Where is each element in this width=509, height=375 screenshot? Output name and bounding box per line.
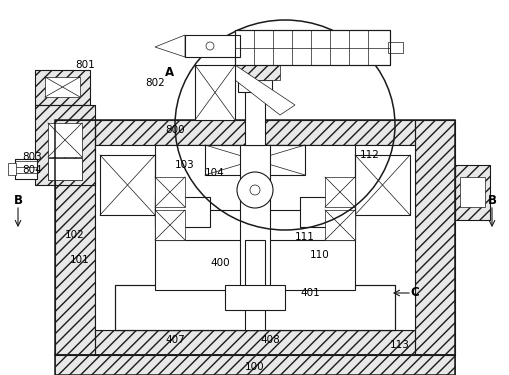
Circle shape <box>206 42 214 50</box>
Bar <box>55 120 95 355</box>
Bar <box>414 120 454 355</box>
Bar <box>344 285 394 330</box>
Text: B: B <box>13 194 22 207</box>
Bar <box>194 65 235 120</box>
Bar <box>301 199 352 225</box>
Bar <box>95 120 414 145</box>
Bar <box>235 65 279 80</box>
Bar <box>299 197 354 227</box>
Bar <box>55 355 454 375</box>
Bar <box>48 158 82 180</box>
Text: 103: 103 <box>175 160 194 170</box>
Bar <box>15 159 37 179</box>
Bar <box>35 105 95 185</box>
Text: 101: 101 <box>70 255 90 265</box>
Text: 408: 408 <box>260 335 279 345</box>
Polygon shape <box>235 65 294 115</box>
Text: 400: 400 <box>210 258 230 268</box>
Text: 111: 111 <box>295 232 315 242</box>
Bar <box>235 30 389 65</box>
Text: 803: 803 <box>22 152 42 162</box>
Bar <box>115 285 394 330</box>
Circle shape <box>237 172 272 208</box>
Bar <box>48 123 82 157</box>
Bar <box>100 155 155 215</box>
Text: 104: 104 <box>205 168 224 178</box>
Bar <box>205 145 304 175</box>
Bar <box>235 30 389 65</box>
Text: 801: 801 <box>75 60 95 70</box>
Bar <box>115 285 165 330</box>
Bar <box>224 285 285 310</box>
Bar <box>354 155 409 215</box>
Bar <box>205 145 304 175</box>
Bar <box>100 155 155 215</box>
Text: A: A <box>165 66 174 80</box>
Bar <box>155 177 185 207</box>
Bar <box>155 145 354 290</box>
Text: 804: 804 <box>22 165 42 175</box>
Bar <box>354 155 409 215</box>
Bar <box>454 165 489 220</box>
Bar <box>55 355 454 375</box>
Bar <box>100 155 155 215</box>
Bar <box>155 197 210 227</box>
Text: 110: 110 <box>309 250 329 260</box>
Text: 100: 100 <box>245 362 264 372</box>
Circle shape <box>249 185 260 195</box>
Bar <box>55 120 454 355</box>
Bar <box>155 197 210 227</box>
Bar <box>238 80 271 92</box>
Polygon shape <box>155 35 185 57</box>
Bar <box>35 70 90 105</box>
Text: 407: 407 <box>165 335 185 345</box>
Text: 401: 401 <box>299 288 319 298</box>
Bar <box>8 163 16 175</box>
Bar <box>155 210 185 240</box>
Text: 802: 802 <box>145 78 164 88</box>
Bar <box>185 35 240 57</box>
Bar <box>237 32 387 63</box>
Bar <box>414 120 454 355</box>
Text: 112: 112 <box>359 150 379 160</box>
Bar <box>205 145 304 175</box>
Bar <box>454 165 489 220</box>
Bar <box>45 77 80 97</box>
Text: 113: 113 <box>389 340 409 350</box>
Text: 800: 800 <box>165 125 184 135</box>
Bar <box>157 199 208 225</box>
Bar <box>35 105 95 185</box>
Bar <box>35 70 90 105</box>
Bar <box>95 145 414 330</box>
Bar <box>240 145 269 290</box>
Bar <box>155 210 354 240</box>
Bar <box>387 42 402 53</box>
Bar <box>95 120 414 145</box>
Bar <box>324 210 354 240</box>
Bar <box>324 177 354 207</box>
Bar <box>354 155 409 215</box>
Bar <box>95 330 414 355</box>
Text: B: B <box>487 194 496 207</box>
Text: C: C <box>410 286 418 300</box>
Bar <box>299 197 354 227</box>
Bar <box>459 177 484 207</box>
Bar <box>48 158 82 180</box>
Bar <box>115 285 394 330</box>
Bar <box>244 240 265 330</box>
Bar <box>95 330 414 355</box>
Bar <box>55 120 95 355</box>
Text: 102: 102 <box>65 230 84 240</box>
Bar <box>244 90 265 145</box>
